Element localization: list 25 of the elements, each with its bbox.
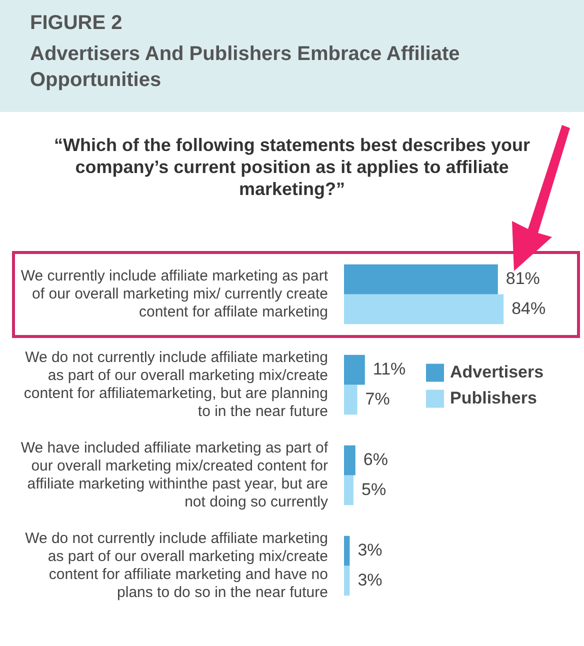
data-label: 7%: [365, 389, 390, 408]
data-label: 3%: [358, 540, 382, 560]
bar: [344, 445, 356, 476]
y-tick-label: We have included affiliate marketing as part of our overall marketing mix/created content for affiliate marketing withinthe past year, but are not doing so currently: [20, 439, 329, 510]
bar: [344, 566, 350, 596]
y-tick-label: We currently include affiliate marketing as part of our overall marketing mix/ currently create content for affilate marketing: [20, 267, 329, 320]
y-tick-label: We do not currently include affiliate marketing as part of our overall marketing mix/create content for affiliatemarketing, but are planning to in the near future: [24, 348, 328, 420]
data-label: 11%: [372, 360, 406, 379]
data-label: 81%: [506, 269, 540, 288]
bar: [344, 384, 358, 415]
data-label: 6%: [363, 450, 388, 470]
caption: FIGURE 2: [30, 12, 124, 35]
y-tick-label: We do not currently include affiliate marketing as part of our overall marketing mix/create content for affiliate marketing and have no plans to do so in the near future: [25, 530, 328, 601]
chart-subtitle: “Which of the following statements best describes your company’s current position as it applies to affiliate marketing?”: [52, 134, 532, 200]
legend-label: Publishers: [450, 388, 537, 408]
bar: [344, 536, 350, 566]
bar: [344, 264, 498, 294]
data-label: 84%: [512, 298, 546, 318]
bar: [344, 354, 365, 385]
chart-title: Advertisers And Publishers Embrace Affiliate Opportunities: [30, 42, 461, 93]
bar: [344, 475, 354, 506]
data-label: 5%: [362, 480, 386, 499]
legend-label: Advertisers: [450, 362, 544, 382]
data-label: 3%: [358, 570, 382, 590]
bar: [344, 294, 504, 324]
